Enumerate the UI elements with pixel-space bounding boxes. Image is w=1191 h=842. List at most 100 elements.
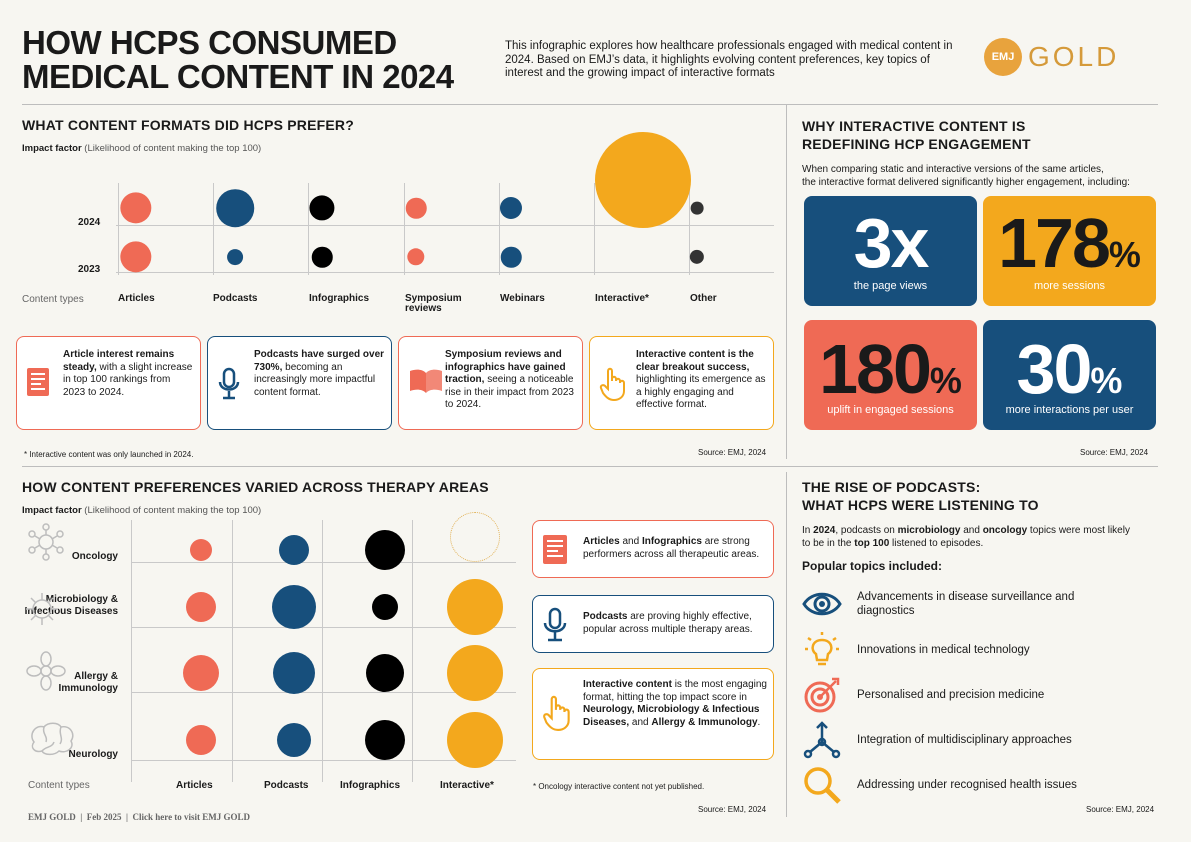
- therapy-bubble: [447, 712, 503, 768]
- pointer-hand-icon: [542, 695, 572, 736]
- therapy-gridline: [131, 520, 132, 782]
- topic-item: Personalised and precision medicine: [802, 675, 1087, 715]
- therapy-subtitle-rest: (Likelihood of content making the top 10…: [84, 505, 262, 516]
- therapy-footnote: * Oncology interactive content not yet p…: [533, 782, 705, 791]
- therapy-bubble: [447, 579, 503, 635]
- middle-divider: [22, 466, 1158, 467]
- interactive-intro: When comparing static and interactive ve…: [802, 163, 1130, 189]
- topic-label: Addressing under recognised health issue…: [857, 779, 1077, 791]
- therapy-column-label: Articles: [176, 780, 213, 791]
- therapy-content-types-label: Content types: [28, 780, 90, 791]
- bottom-column-divider: [786, 472, 787, 817]
- therapy-bubble: [190, 539, 212, 561]
- intro-text: This infographic explores how healthcare…: [505, 40, 953, 79]
- title-line-1: HOW HCPS CONSUMED: [22, 24, 397, 61]
- book-icon: [408, 367, 444, 400]
- therapy-column-label: Podcasts: [264, 780, 309, 791]
- stat-label: more interactions per user: [1005, 404, 1134, 416]
- therapy-column-label: Interactive*: [440, 780, 494, 791]
- topic-item: Innovations in medical technology: [802, 630, 1087, 670]
- format-gridline: [308, 183, 309, 275]
- therapy-card-text: Podcasts are proving highly effective, p…: [583, 611, 753, 635]
- format-gridline: [689, 183, 690, 275]
- format-bubble-2023: [311, 246, 333, 268]
- formats-subtitle-rest: (Likelihood of content making the top 10…: [84, 143, 262, 154]
- therapy-row-neurology: Neurology: [68, 749, 118, 760]
- topic-label: Integration of multidisciplinary approac…: [857, 734, 1072, 746]
- therapy-bubble: [272, 585, 316, 629]
- gridline-2024: [116, 225, 774, 226]
- topic-label: Personalised and precision medicine: [857, 689, 1045, 701]
- topic-label: Innovations in medical technology: [857, 644, 1030, 656]
- format-bubble-2023: [500, 246, 522, 268]
- therapy-column-label: Infographics: [340, 780, 401, 791]
- therapy-bubble: [277, 723, 311, 757]
- therapy-bubble: [273, 652, 315, 694]
- format-bubble-2024: [690, 201, 704, 215]
- emj-gold-logo[interactable]: EMJ GOLD: [984, 38, 1119, 76]
- format-column-label: Other: [690, 293, 717, 304]
- format-insight-card: Interactive content is the clear breakou…: [589, 336, 774, 430]
- target-icon: [804, 677, 840, 713]
- format-card-text: Symposium reviews and infographics have …: [445, 349, 574, 410]
- therapy-gridline: [412, 520, 413, 782]
- therapy-bubble-placeholder: [450, 512, 500, 562]
- therapy-row-allergy: Allergy & Immunology: [58, 671, 118, 694]
- podcasts-title-line-2: WHAT HCPS WERE LISTENING TO: [802, 497, 1039, 513]
- format-insight-card: Podcasts have surged over 730%, becoming…: [207, 336, 392, 430]
- therapy-gridline-oncology: [131, 562, 516, 563]
- stat-label: the page views: [853, 280, 928, 292]
- format-column-label: Infographics: [309, 293, 370, 304]
- format-card-text: Article interest remains steady, with a …: [63, 349, 193, 398]
- format-gridline: [118, 183, 119, 275]
- podcasts-title: THE RISE OF PODCASTS: WHAT HCPS WERE LIS…: [802, 478, 1039, 514]
- therapy-subtitle: Impact factor (Likelihood of content mak…: [22, 505, 261, 516]
- magnifier-icon: [804, 767, 841, 804]
- therapy-row-oncology: Oncology: [71, 551, 118, 562]
- formats-title: WHAT CONTENT FORMATS DID HCPS PREFER?: [22, 117, 354, 133]
- format-bubble-2023: [407, 248, 425, 266]
- podcasts-intro: In 2024, podcasts on microbiology and on…: [802, 525, 1130, 549]
- header-divider: [22, 104, 1158, 105]
- formats-content-types-label: Content types: [22, 294, 84, 305]
- interactive-intro-line-2: the interactive format delivered signifi…: [802, 177, 1130, 188]
- format-bubble-2023: [227, 249, 243, 265]
- eye-icon: [802, 592, 842, 616]
- logo-text: GOLD: [1028, 41, 1120, 72]
- stat-box-page-views: 3x the page views: [804, 196, 977, 306]
- formats-subtitle-bold: Impact factor: [22, 143, 82, 154]
- therapy-gridline: [232, 520, 233, 782]
- interactive-title: WHY INTERACTIVE CONTENT IS REDEFINING HC…: [802, 117, 1031, 153]
- interactive-title-line-1: WHY INTERACTIVE CONTENT IS: [802, 118, 1026, 134]
- interactive-title-line-2: REDEFINING HCP ENGAGEMENT: [802, 136, 1031, 152]
- footer-sep: |: [126, 812, 128, 822]
- format-card-text: Interactive content is the clear breakou…: [636, 349, 766, 410]
- stat-box-sessions: 178% more sessions: [983, 196, 1156, 306]
- format-bubble-2023: [120, 241, 152, 273]
- podcasts-source: Source: EMJ, 2024: [1086, 805, 1155, 814]
- format-bubble-2024: [405, 197, 427, 219]
- format-column-label: Interactive*: [595, 293, 649, 304]
- format-gridline: [499, 183, 500, 275]
- format-bubble-2024: [120, 192, 152, 224]
- formats-source: Source: EMJ, 2024: [698, 448, 767, 457]
- therapy-bubble: [183, 655, 219, 691]
- therapy-card-text: Interactive content is the most engaging…: [583, 679, 767, 728]
- lightbulb-icon: [805, 632, 839, 666]
- formats-bubble-chart: 2024 2023 Content types Articles Podcasts…: [0, 0, 786, 330]
- footer: EMJ GOLD | Feb 2025 | Click here to visi…: [28, 812, 250, 822]
- therapy-bubble: [365, 720, 405, 760]
- document-icon: [542, 534, 570, 571]
- format-gridline: [404, 183, 405, 275]
- flower-icon: [26, 651, 66, 691]
- footer-link[interactable]: Click here to visit EMJ GOLD: [132, 812, 251, 822]
- podcasts-title-line-1: THE RISE OF PODCASTS:: [802, 479, 981, 495]
- therapy-bubble: [279, 535, 309, 565]
- therapy-title: HOW CONTENT PREFERENCES VARIED ACROSS TH…: [22, 479, 489, 495]
- therapy-gridline-allergy: [131, 692, 516, 693]
- format-gridline: [213, 183, 214, 275]
- row-label-2023: 2023: [78, 264, 101, 275]
- gridline-2023: [116, 272, 774, 273]
- stat-box-interactions: 30% more interactions per user: [983, 320, 1156, 430]
- therapy-card-text: Articles and Infographics are strong per…: [583, 536, 760, 560]
